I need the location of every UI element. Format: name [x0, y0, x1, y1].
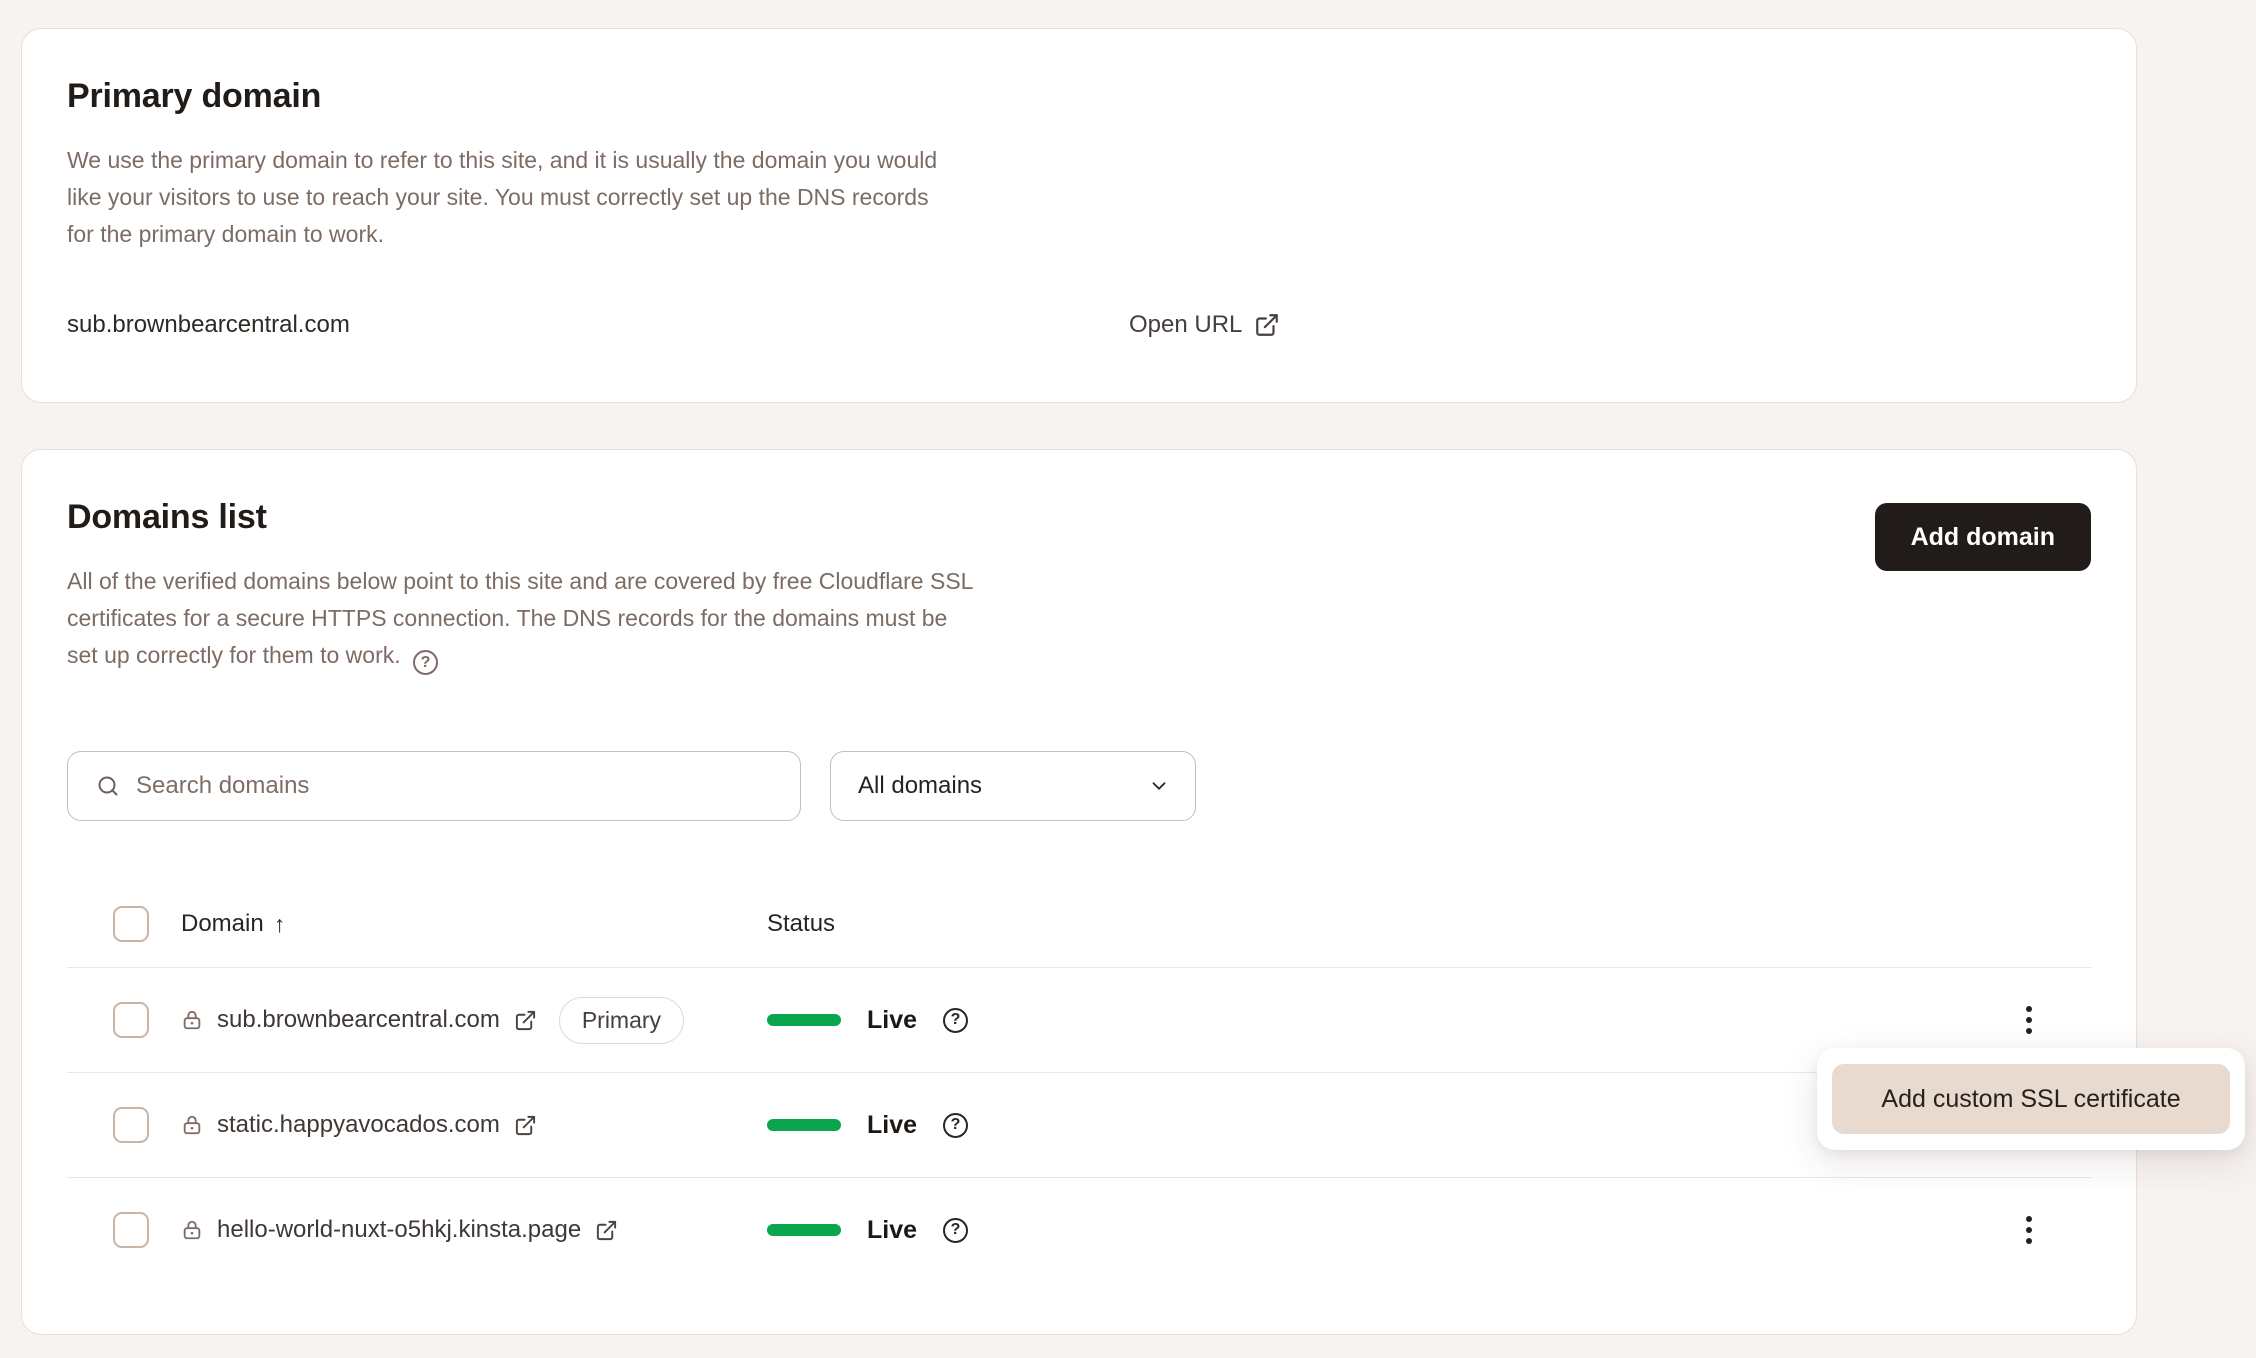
chevron-down-icon	[1148, 775, 1170, 797]
search-domains-input[interactable]	[136, 772, 776, 800]
domains-list-card: Domains list All of the verified domains…	[21, 449, 2137, 1335]
status-help-icon[interactable]: ?	[943, 1112, 969, 1138]
table-row: hello-world-nuxt-o5hkj.kinsta.page Live …	[67, 1177, 2091, 1282]
domains-controls-row: All domains	[67, 751, 2091, 821]
status-column-header: Status	[767, 910, 836, 937]
domains-table: Domain ↑ Status sub.brownbearcentral.com…	[67, 881, 2091, 1282]
status-help-icon[interactable]: ?	[943, 1007, 969, 1033]
table-row: sub.brownbearcentral.com Primary Live ?	[67, 967, 2091, 1072]
row-checkbox[interactable]	[113, 1002, 149, 1038]
status-label: Live	[867, 1110, 918, 1139]
domain-cell: sub.brownbearcentral.com Primary	[149, 996, 767, 1044]
primary-badge: Primary	[558, 996, 685, 1044]
select-all-checkbox[interactable]	[113, 906, 149, 942]
primary-domain-card: Primary domain We use the primary domain…	[21, 28, 2137, 403]
status-help-icon[interactable]: ?	[943, 1217, 969, 1243]
domains-list-title: Domains list	[67, 498, 267, 536]
status-indicator-bar	[767, 1014, 841, 1026]
status-label: Live	[867, 1215, 918, 1244]
domain-name: static.happyavocados.com	[217, 1111, 500, 1138]
row-actions-menu-button[interactable]	[2007, 998, 2051, 1042]
open-url-link[interactable]: Open URL	[1129, 311, 1280, 339]
domains-filter-value: All domains	[858, 772, 983, 799]
primary-domain-row: sub.brownbearcentral.com Open URL	[67, 311, 2091, 345]
table-row: static.happyavocados.com Live ?	[67, 1072, 2091, 1177]
domain-column-header[interactable]: Domain ↑	[149, 910, 767, 938]
menu-item-add-custom-ssl-certificate[interactable]: Add custom SSL certificate	[1832, 1064, 2230, 1134]
external-link-icon	[1254, 312, 1280, 338]
row-checkbox[interactable]	[113, 1107, 149, 1143]
domain-name: sub.brownbearcentral.com	[217, 1006, 500, 1033]
domain-column-label: Domain	[181, 910, 264, 937]
domain-cell: hello-world-nuxt-o5hkj.kinsta.page	[149, 1216, 767, 1244]
row-checkbox[interactable]	[113, 1212, 149, 1248]
external-link-icon[interactable]	[514, 1009, 537, 1032]
search-icon	[96, 774, 120, 798]
primary-domain-title: Primary domain	[67, 77, 322, 115]
lock-icon	[181, 1009, 203, 1031]
domains-list-header-text: Domains list All of the verified domains…	[67, 498, 982, 675]
sort-ascending-icon: ↑	[273, 910, 286, 937]
domains-list-description-text: All of the verified domains below point …	[67, 568, 973, 668]
status-label: Live	[867, 1005, 918, 1034]
open-url-label: Open URL	[1129, 311, 1243, 338]
status-indicator-bar	[767, 1119, 841, 1131]
lock-icon	[181, 1219, 203, 1241]
status-cell: Live ?	[767, 1110, 969, 1140]
lock-icon	[181, 1114, 203, 1136]
description-help-icon[interactable]: ?	[413, 650, 439, 675]
external-link-icon[interactable]	[595, 1219, 618, 1242]
status-cell: Live ?	[767, 1005, 969, 1035]
domains-list-header: Domains list All of the verified domains…	[67, 498, 2091, 675]
domain-cell: static.happyavocados.com	[149, 1111, 767, 1139]
row-actions-menu-button[interactable]	[2007, 1208, 2051, 1252]
add-domain-button[interactable]: Add domain	[1874, 503, 2091, 571]
status-indicator-bar	[767, 1224, 841, 1236]
search-domains-box	[67, 751, 801, 821]
external-link-icon[interactable]	[514, 1114, 537, 1137]
table-header-row: Domain ↑ Status	[67, 881, 2091, 967]
domain-name: hello-world-nuxt-o5hkj.kinsta.page	[217, 1216, 582, 1243]
primary-domain-description: We use the primary domain to refer to th…	[67, 147, 938, 247]
row-actions-context-menu: Add custom SSL certificate	[1817, 1048, 2245, 1150]
domains-list-description: All of the verified domains below point …	[67, 563, 982, 675]
status-cell: Live ?	[767, 1215, 969, 1245]
primary-domain-value: sub.brownbearcentral.com	[67, 311, 350, 338]
domains-filter-dropdown[interactable]: All domains	[830, 751, 1196, 821]
